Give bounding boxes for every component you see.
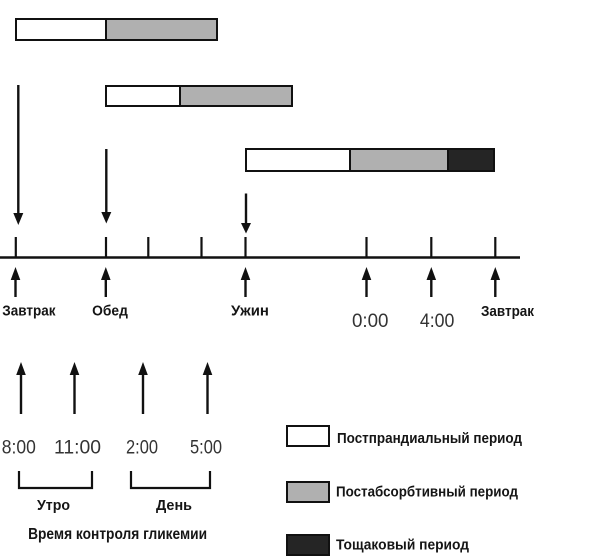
svg-text:Тощаковый период: Тощаковый период	[336, 538, 469, 554]
svg-text:5:00: 5:00	[190, 437, 222, 459]
svg-text:Обед: Обед	[92, 304, 128, 320]
svg-text:Время контроля гликемии: Время контроля гликемии	[28, 526, 207, 543]
svg-text:Завтрак: Завтрак	[2, 304, 56, 320]
svg-text:Утро: Утро	[37, 498, 70, 514]
svg-text:4:00: 4:00	[420, 310, 455, 332]
svg-text:11:00: 11:00	[54, 437, 101, 459]
svg-text:8:00: 8:00	[2, 437, 36, 459]
svg-text:Завтрак: Завтрак	[481, 304, 535, 320]
svg-text:Постпрандиальный период: Постпрандиальный период	[337, 431, 522, 447]
svg-text:0:00: 0:00	[352, 310, 389, 332]
svg-text:Постабсорбтивный период: Постабсорбтивный период	[336, 485, 518, 501]
svg-text:2:00: 2:00	[126, 437, 158, 459]
svg-text:Ужин: Ужин	[231, 303, 269, 319]
svg-text:День: День	[156, 498, 192, 514]
